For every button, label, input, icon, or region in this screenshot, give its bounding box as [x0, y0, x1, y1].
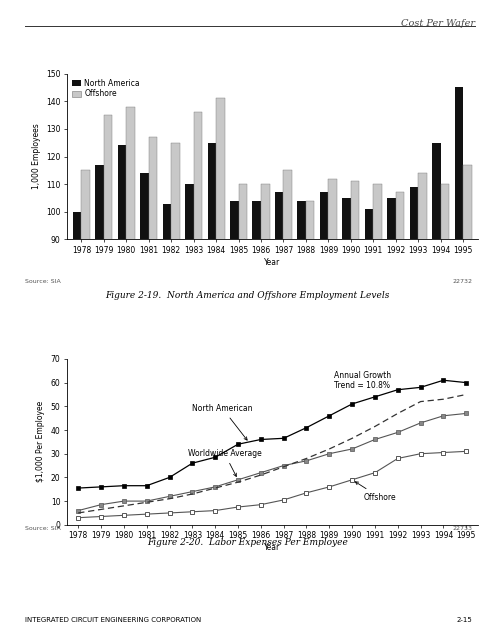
Bar	[216, 99, 225, 488]
Text: 2-15: 2-15	[457, 617, 473, 623]
Bar	[73, 212, 81, 488]
Bar	[297, 201, 306, 488]
Bar	[463, 165, 472, 488]
Text: Figure 2-19.  North America and Offshore Employment Levels: Figure 2-19. North America and Offshore …	[105, 291, 390, 300]
Bar	[373, 184, 382, 488]
Bar	[140, 173, 149, 488]
Bar	[396, 193, 404, 488]
Bar	[351, 181, 359, 488]
Bar	[410, 187, 418, 488]
Text: INTEGRATED CIRCUIT ENGINEERING CORPORATION: INTEGRATED CIRCUIT ENGINEERING CORPORATI…	[25, 617, 201, 623]
Bar	[149, 137, 157, 488]
Bar	[454, 88, 463, 488]
Bar	[441, 184, 449, 488]
Bar	[185, 184, 194, 488]
Bar	[118, 145, 126, 488]
Bar	[365, 209, 373, 488]
X-axis label: Year: Year	[264, 257, 280, 266]
Bar	[328, 179, 337, 488]
Bar	[343, 198, 351, 488]
Text: Source: SIA: Source: SIA	[25, 279, 60, 284]
Bar	[418, 173, 427, 488]
Bar	[306, 201, 314, 488]
Text: 22733: 22733	[453, 526, 473, 531]
Bar	[252, 201, 261, 488]
Text: Annual Growth
Trend = 10.8%: Annual Growth Trend = 10.8%	[334, 371, 391, 390]
Bar	[126, 107, 135, 488]
Legend: North America, Offshore: North America, Offshore	[71, 77, 142, 100]
Y-axis label: $1,000 Per Employee: $1,000 Per Employee	[36, 401, 45, 483]
Bar	[171, 143, 180, 488]
Bar	[284, 170, 292, 488]
Bar	[96, 165, 104, 488]
Bar	[207, 143, 216, 488]
Bar	[81, 170, 90, 488]
Bar	[387, 198, 396, 488]
Bar	[104, 115, 112, 488]
Text: Offshore: Offshore	[355, 482, 396, 502]
Text: Source: SIA: Source: SIA	[25, 526, 60, 531]
Bar	[275, 193, 284, 488]
Text: Worldwide Average: Worldwide Average	[188, 449, 261, 476]
Bar	[261, 184, 270, 488]
Text: Figure 2-20.  Labor Expenses Per Employee: Figure 2-20. Labor Expenses Per Employee	[147, 538, 348, 547]
Bar	[239, 184, 247, 488]
Bar	[194, 112, 202, 488]
Text: Cost Per Wafer: Cost Per Wafer	[401, 19, 475, 28]
Text: 22732: 22732	[453, 279, 473, 284]
Bar	[163, 204, 171, 488]
Y-axis label: 1,000 Employees: 1,000 Employees	[32, 124, 41, 189]
Bar	[230, 201, 239, 488]
Text: North American: North American	[193, 404, 253, 440]
Bar	[320, 193, 328, 488]
X-axis label: Year: Year	[264, 543, 280, 552]
Bar	[432, 143, 441, 488]
